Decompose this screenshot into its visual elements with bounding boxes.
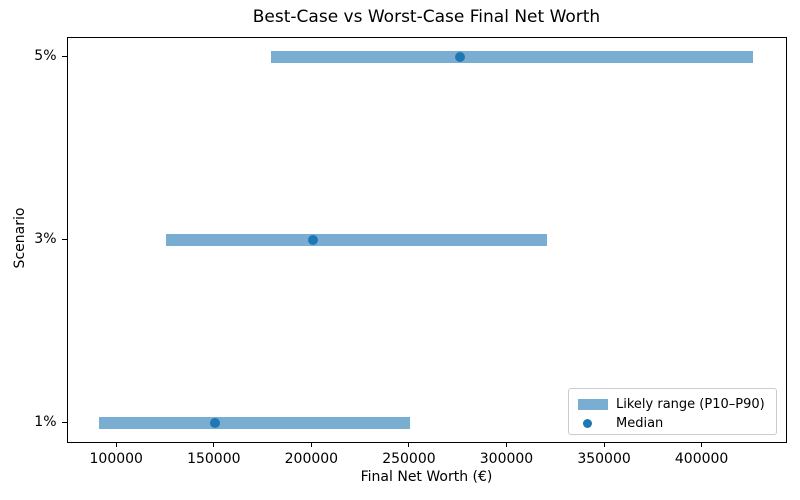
median-dot [210, 417, 221, 428]
x-tick-label: 400000 [674, 451, 729, 467]
legend-item-likely-range: Likely range (P10–P90) [578, 395, 767, 414]
x-tick [310, 443, 312, 447]
x-tick-label: 300000 [479, 451, 534, 467]
legend: Likely range (P10–P90) Median [568, 388, 777, 435]
median-dot-swatch-icon [583, 419, 592, 428]
x-tick [115, 443, 117, 447]
x-tick-label: 250000 [382, 451, 436, 467]
y-tick-label: 5% [34, 47, 57, 64]
y-tick [62, 239, 67, 241]
x-tick-label: 150000 [187, 451, 241, 467]
x-tick-label: 350000 [577, 451, 631, 467]
y-tick-label: 3% [34, 230, 57, 247]
range-bar [99, 416, 410, 429]
range-bar [166, 233, 548, 246]
y-tick [62, 56, 67, 58]
x-tick [506, 443, 507, 447]
chart-title: Best-Case vs Worst-Case Final Net Worth [252, 7, 601, 27]
range-bar [270, 50, 753, 63]
legend-label-likely-range: Likely range (P10–P90) [616, 397, 765, 412]
x-axis-label: Final Net Worth (€) [360, 469, 493, 485]
x-tick-label: 200000 [284, 451, 339, 467]
range-bar-swatch-icon [578, 399, 608, 410]
x-tick [408, 443, 410, 447]
median-dot [454, 51, 465, 62]
legend-item-median: Median [578, 414, 767, 433]
median-dot [307, 234, 318, 245]
x-tick [603, 443, 605, 447]
legend-label-median: Median [616, 416, 664, 431]
legend-key [578, 419, 608, 428]
x-tick [213, 443, 215, 447]
x-tick [701, 443, 703, 447]
x-tick-label: 100000 [89, 451, 143, 467]
legend-key [578, 399, 608, 410]
y-tick-label: 1% [34, 413, 57, 430]
y-tick [62, 422, 67, 424]
